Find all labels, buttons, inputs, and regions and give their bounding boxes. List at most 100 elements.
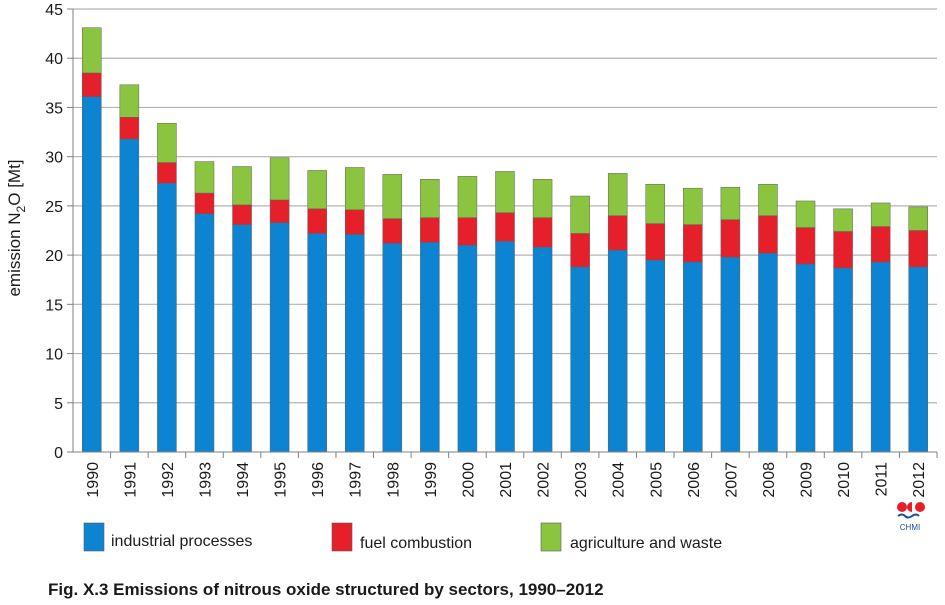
x-tick-label: 2006 — [686, 462, 703, 498]
x-tick-label: 2010 — [836, 462, 853, 498]
bar-industrial-processes — [870, 261, 891, 453]
bar-industrial-processes — [344, 234, 365, 453]
x-tick-label: 1996 — [310, 462, 327, 498]
y-tick-label: 25 — [45, 199, 63, 216]
bar-industrial-processes — [532, 246, 553, 453]
bar-fuel-combustion — [457, 217, 478, 246]
bar-fuel-combustion — [607, 215, 628, 251]
x-tick-label: 2009 — [799, 462, 816, 498]
bar-industrial-processes — [570, 266, 590, 453]
bar-industrial-processes — [307, 233, 327, 453]
bar-agriculture-and-waste — [232, 166, 252, 206]
y-tick-label: 35 — [45, 100, 63, 117]
x-tick-label: 1997 — [348, 462, 365, 498]
bar-industrial-processes — [157, 182, 177, 453]
x-tick-label: 1993 — [197, 462, 214, 498]
bar-industrial-processes — [645, 259, 666, 453]
bar-agriculture-and-waste — [645, 183, 666, 224]
y-axis-label-part1: emission N — [5, 212, 24, 296]
y-tick-label: 15 — [45, 297, 63, 314]
logo-wave — [897, 513, 920, 519]
bar-agriculture-and-waste — [344, 167, 365, 211]
bars — [82, 27, 928, 453]
bar-fuel-combustion — [532, 217, 553, 248]
bar-industrial-processes — [420, 242, 440, 453]
bar-agriculture-and-waste — [870, 202, 891, 227]
axes — [72, 9, 938, 458]
bar-fuel-combustion — [344, 209, 365, 235]
y-tick-label: 10 — [45, 347, 63, 364]
bar-fuel-combustion — [382, 218, 403, 244]
bar-agriculture-and-waste — [157, 122, 177, 163]
bar-fuel-combustion — [82, 72, 102, 97]
bar-industrial-processes — [720, 256, 741, 453]
bar-fuel-combustion — [720, 219, 741, 258]
x-tick-label: 1994 — [235, 462, 252, 498]
y-tick-label: 0 — [54, 445, 63, 462]
x-tick-label: 2012 — [911, 462, 928, 498]
legend-label-fuel: fuel combustion — [360, 535, 472, 552]
bar-industrial-processes — [908, 266, 928, 453]
x-tick-label: 1992 — [160, 462, 177, 498]
logo-text: CHMI — [900, 523, 920, 532]
bar-fuel-combustion — [232, 204, 252, 225]
x-tick-label: 1991 — [122, 462, 139, 498]
bar-agriculture-and-waste — [194, 161, 215, 194]
bar-agriculture-and-waste — [119, 84, 140, 118]
bar-agriculture-and-waste — [720, 186, 741, 220]
y-tick-labels: 0 5 10 15 20 25 30 35 40 45 — [45, 2, 63, 462]
bar-agriculture-and-waste — [307, 170, 327, 210]
legend-swatch-agriculture — [540, 522, 562, 552]
bar-fuel-combustion — [833, 231, 853, 269]
bar-industrial-processes — [82, 96, 102, 453]
x-tick-label: 2011 — [874, 462, 891, 497]
bar-agriculture-and-waste — [457, 176, 478, 218]
figure-caption: Fig. X.3 Emissions of nitrous oxide stru… — [48, 580, 604, 599]
bar-fuel-combustion — [269, 199, 290, 223]
legend-swatch-industrial — [83, 522, 105, 552]
x-tick-label: 2001 — [498, 462, 515, 498]
logo-dot-right — [915, 502, 925, 512]
bar-fuel-combustion — [570, 233, 590, 268]
legend-label-industrial: industrial processes — [111, 533, 252, 550]
x-tick-label: 2008 — [761, 462, 778, 498]
bar-fuel-combustion — [908, 230, 928, 268]
bar-agriculture-and-waste — [833, 208, 853, 232]
bar-fuel-combustion — [645, 223, 666, 261]
x-tick-label: 2000 — [460, 462, 477, 498]
logo-dot-left — [897, 502, 907, 512]
legend-swatch-fuel — [331, 522, 353, 552]
bar-industrial-processes — [232, 224, 252, 453]
bar-industrial-processes — [269, 222, 290, 453]
y-tick-label: 45 — [45, 2, 63, 19]
bar-agriculture-and-waste — [420, 179, 440, 218]
bar-agriculture-and-waste — [607, 173, 628, 216]
x-tick-label: 2005 — [648, 462, 665, 498]
bar-agriculture-and-waste — [532, 179, 553, 218]
bar-fuel-combustion — [495, 212, 515, 242]
bar-fuel-combustion — [420, 217, 440, 243]
x-tick-label: 2002 — [536, 462, 553, 498]
bar-industrial-processes — [495, 241, 515, 453]
bar-industrial-processes — [457, 245, 478, 453]
logo-dot-center — [907, 502, 912, 512]
bar-agriculture-and-waste — [795, 200, 816, 228]
bar-industrial-processes — [607, 249, 628, 453]
x-tick-label: 2003 — [573, 462, 590, 498]
chmi-logo: CHMI — [897, 502, 925, 532]
bar-industrial-processes — [119, 138, 140, 453]
bar-fuel-combustion — [683, 224, 703, 263]
y-tick-label: 40 — [45, 51, 63, 68]
bar-agriculture-and-waste — [82, 27, 102, 74]
legend-label-agriculture: agriculture and waste — [570, 535, 722, 552]
y-tick-label: 20 — [45, 248, 63, 265]
bar-industrial-processes — [382, 243, 403, 453]
bar-fuel-combustion — [157, 162, 177, 184]
bar-agriculture-and-waste — [758, 183, 778, 216]
bar-fuel-combustion — [194, 192, 215, 215]
y-axis-label-subscript: 2 — [14, 205, 28, 212]
y-axis-label-part2: O [Mt] — [5, 159, 24, 205]
bar-industrial-processes — [683, 261, 703, 453]
bar-agriculture-and-waste — [570, 195, 590, 234]
